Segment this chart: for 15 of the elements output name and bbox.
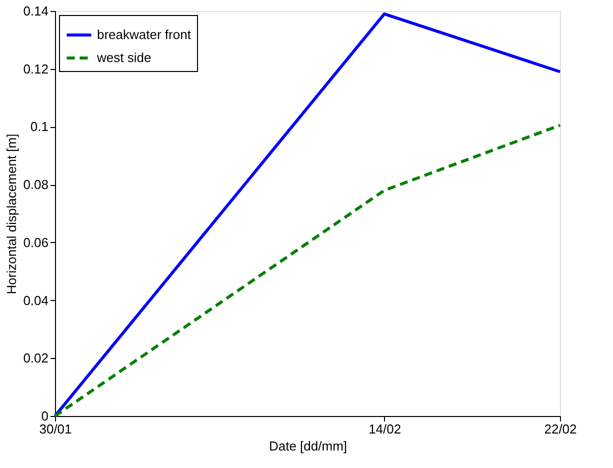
- y-tick-label: 0.08: [23, 177, 48, 192]
- legend-label: west side: [96, 50, 152, 65]
- x-axis-title: Date [dd/mm]: [268, 438, 348, 454]
- y-tick-label: 0.06: [23, 234, 48, 250]
- legend-label: breakwater front: [97, 27, 192, 42]
- y-axis-title: Horizontal displacement [m]: [4, 134, 20, 294]
- y-tick-label: 0.04: [23, 292, 48, 308]
- y-tick-label: 0.02: [23, 350, 48, 366]
- y-tick-label: 0.1: [30, 119, 48, 134]
- y-tick-label: 0.14: [23, 4, 48, 18]
- y-tick-label: 0: [41, 408, 48, 424]
- x-tick-label: 22/02: [544, 422, 577, 436]
- x-tick-label: 14/02: [368, 422, 402, 436]
- x-tick-label: 30/01: [39, 422, 72, 436]
- y-tick-label: 0.12: [23, 61, 48, 76]
